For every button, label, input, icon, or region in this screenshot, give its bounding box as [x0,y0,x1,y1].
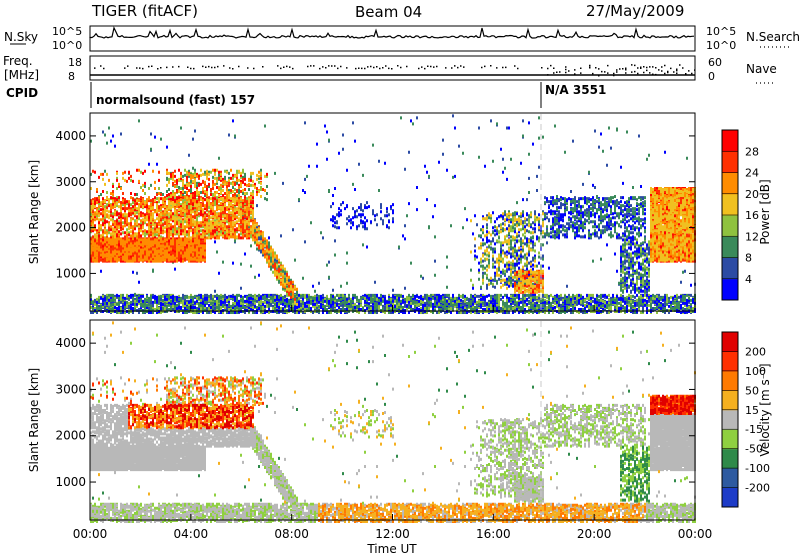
heatmap-cells [90,168,696,301]
colorbar-tick-label: 4 [745,273,752,286]
colorbar-tick-label: -15 [745,423,763,436]
colorbar-tick-label: -200 [745,482,770,495]
cpid-row: CPID normalsound (fast) 157 N/A 3551 [6,82,606,108]
colorbar-swatch [722,278,738,301]
colorbar-swatch [722,390,738,411]
colorbar-swatch [722,409,738,430]
nsky-label: N.Sky [4,30,38,44]
colorbar-tick-label: 200 [745,345,766,358]
colorbar-frame [721,331,739,508]
colorbar-tick-label: 24 [745,167,759,180]
y-tick-label: 2000 [55,221,86,235]
freq-label-line1: Freq. [3,54,33,68]
colorbar-tick-label: 15 [745,404,759,417]
colorbar-swatch [722,172,738,195]
nsky-series-line [89,26,695,39]
x-tick-label: 16:00 [476,527,511,541]
colorbar-tick-label: 50 [745,384,759,397]
cpid-segment-2: N/A 3551 [545,83,606,97]
power-x-ticks [89,305,696,311]
nave-scale-top: 60 [708,56,722,69]
x-tick-label: 04:00 [174,527,209,541]
colorbar-swatch [722,151,738,173]
colorbar-tick-label: -50 [745,443,763,456]
velocity-colorbar-label: Velocity [m s⁻¹] [758,363,772,456]
colorbar-swatch [722,448,738,469]
colorbar-swatch [722,193,738,216]
colorbar-tick-label: 100 [745,365,766,378]
heatmap-cells [90,168,696,298]
colorbar-swatch [722,236,738,258]
freq-frame [89,55,696,81]
colorbar-tick-label: 16 [745,209,759,222]
colorbar-tick-label: 20 [745,188,759,201]
colorbar-tick-label: 28 [745,145,759,158]
colorbar-swatch [722,370,738,391]
freq-panel: Freq. [MHz] 18 8 60 0 Nave [3,54,777,84]
x-tick-label: 00:00 [73,527,108,541]
nsky-frame [89,25,696,52]
x-tick-label: 20:00 [577,527,612,541]
y-tick-label: 4000 [55,129,86,143]
y-tick-label: 4000 [55,336,86,350]
colorbar-tick-label: 8 [745,252,752,265]
power-colorbar: 4 8 12 16 20 24 28 [721,129,759,301]
colorbar-swatch [722,215,738,237]
nave-series-dots [94,64,696,77]
nsky-panel: N.Sky 10^5 10^0 10^5 10^0 N.Search [4,25,800,52]
cpid-segment-1: normalsound (fast) 157 [96,93,255,107]
heatmap-cells [90,326,696,523]
y-tick-label: 3000 [55,175,86,189]
power-colorbar-label: Power [dB] [758,179,772,244]
heatmap-cells [90,114,696,315]
nave-scale-bottom: 0 [708,70,715,83]
nsearch-scale-top: 10^5 [706,25,736,38]
nsky-trace [89,26,695,39]
radar-title: TIGER (fitACF) [91,2,198,20]
nsearch-label: N.Search [746,30,800,44]
cpid-label: CPID [6,86,38,100]
colorbar-swatch [722,487,738,508]
power-panel: 1000 2000 3000 4000 Slant Range [km] 4 8 12 16… [27,112,772,315]
beam-label: Beam 04 [355,3,422,21]
colorbar-tick-label: -100 [745,462,770,475]
y-tick-label: 2000 [55,429,86,443]
power-y-axis: 1000 2000 3000 4000 [55,129,695,280]
nsearch-scale-bottom: 10^0 [706,39,736,52]
colorbar-swatch [722,468,738,489]
nsky-scale-bottom: 10^0 [52,39,82,52]
freq-label-line2: [MHz] [4,68,39,82]
velocity-y-axis-label: Slant Range [km] [27,368,41,472]
freq-scale-bottom: 8 [68,70,75,83]
velocity-y-axis: 1000 2000 3000 4000 [55,336,695,489]
heatmap-cells [90,116,696,315]
velocity-colorbar: 200 100 50 15 -15 -50 -100 -200 [721,331,770,508]
nave-label: Nave [746,62,777,76]
colorbar-swatch [722,257,738,280]
y-tick-label: 1000 [55,475,86,489]
x-axis-label: Time UT [366,542,417,554]
velocity-heatmap-field [90,321,696,523]
velocity-panel: 1000 2000 3000 4000 00:00 04:00 08:00 12:00 16:… [27,319,772,554]
freq-scale-top: 18 [68,56,82,69]
nsky-scale-top: 10^5 [52,25,82,38]
heatmap-cells [92,376,696,430]
velocity-x-axis: 00:00 04:00 08:00 12:00 16:00 20:00 00:00 [73,514,713,541]
date-label: 27/May/2009 [586,2,684,20]
colorbar-swatch [722,332,738,352]
x-tick-label: 12:00 [375,527,410,541]
x-tick-label: 08:00 [274,527,309,541]
y-tick-label: 3000 [55,382,86,396]
freq-trace [90,64,696,77]
y-tick-label: 1000 [55,266,86,280]
colorbar-tick-label: 12 [745,230,759,243]
power-y-axis-label: Slant Range [km] [27,160,41,264]
colorbar-swatch [722,429,738,450]
colorbar-swatch [722,130,738,152]
power-heatmap-field [90,114,696,315]
x-tick-label: 00:00 [678,527,713,541]
colorbar-swatch [722,351,738,372]
